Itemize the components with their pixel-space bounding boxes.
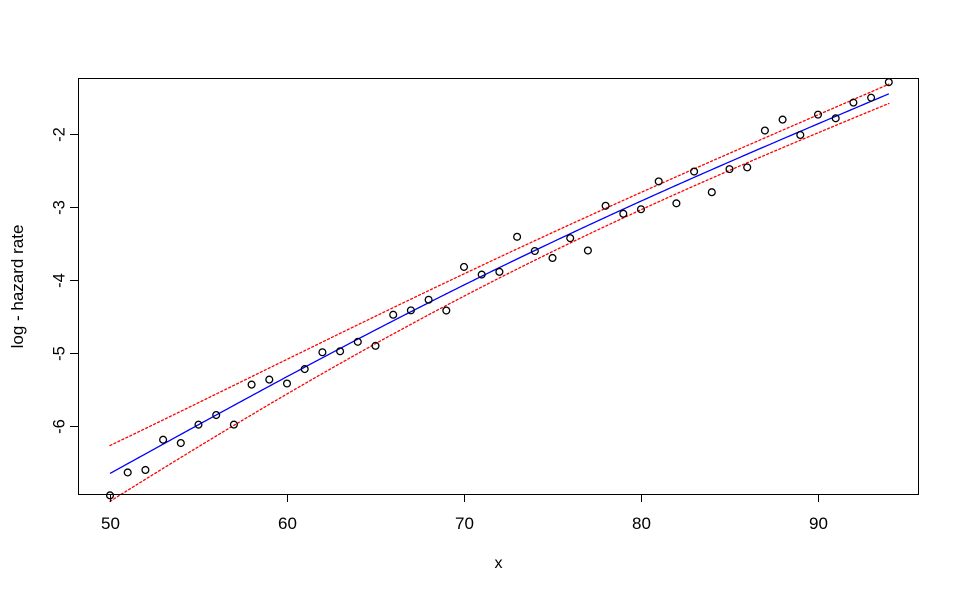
svg-text:70: 70	[455, 514, 474, 533]
svg-text:x: x	[495, 555, 503, 572]
svg-text:-2: -2	[50, 127, 68, 142]
svg-text:-5: -5	[50, 346, 68, 361]
svg-text:log - hazard rate: log - hazard rate	[8, 225, 27, 349]
svg-text:-4: -4	[50, 273, 68, 288]
svg-text:60: 60	[278, 514, 297, 533]
svg-text:90: 90	[809, 514, 828, 533]
svg-text:80: 80	[632, 514, 651, 533]
svg-text:50: 50	[101, 514, 120, 533]
svg-text:-3: -3	[50, 200, 68, 215]
svg-text:-6: -6	[50, 419, 68, 434]
